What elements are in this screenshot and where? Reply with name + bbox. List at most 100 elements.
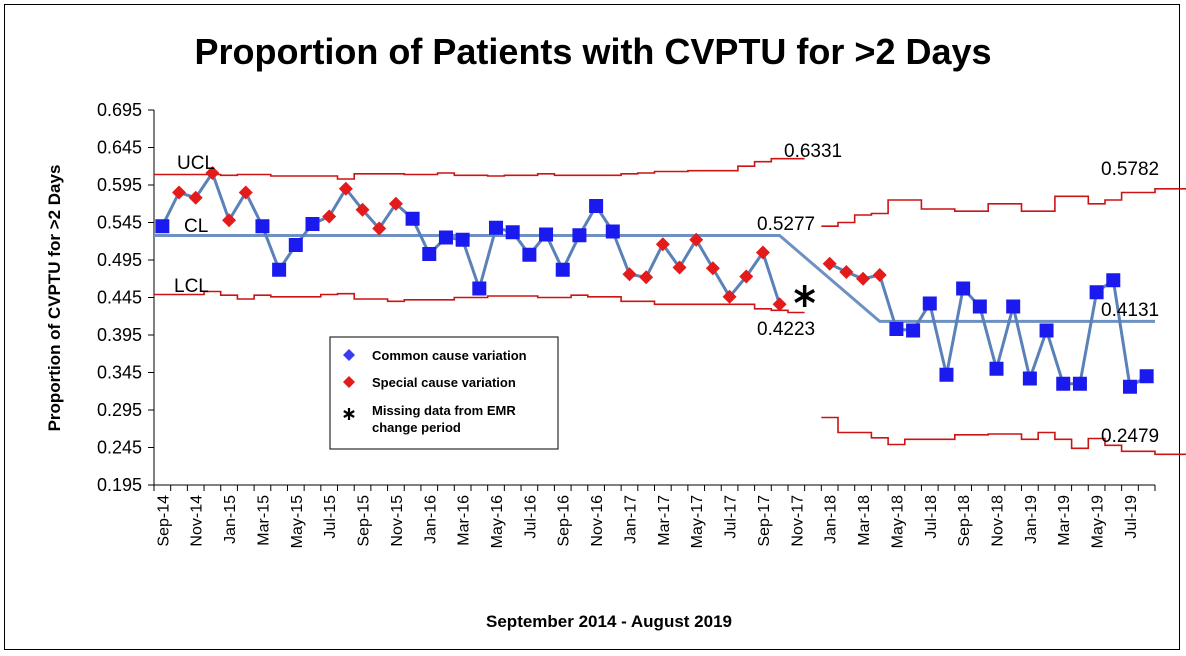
x-tick-label: Jan-18: [823, 495, 840, 544]
axes: 0.695 0.645 0.595 0.545 0.495 0.445 0.395 0.345…: [97, 100, 1156, 548]
common-cause-point: [1139, 369, 1154, 384]
common-cause-point: [489, 220, 504, 235]
special-cause-point: [672, 260, 687, 275]
common-cause-point: [906, 323, 921, 338]
x-tick-label: May-17: [689, 495, 706, 548]
cl-period1-value: 0.5277: [757, 214, 815, 235]
ucl-line-period1: [154, 157, 805, 180]
common-cause-point: [539, 227, 554, 242]
common-cause-point: [455, 232, 470, 247]
special-cause-point: [856, 271, 871, 286]
lcl-label: LCL: [174, 276, 209, 297]
x-tick-label: Jan-15: [222, 495, 239, 544]
common-cause-point: [939, 367, 954, 382]
x-tick-label: Jan-19: [1023, 495, 1040, 544]
common-cause-point: [472, 281, 487, 296]
center-line: [154, 234, 1155, 323]
control-limits: [154, 157, 1186, 456]
y-tick-label: 0.445: [97, 288, 142, 308]
special-cause-point: [238, 185, 253, 200]
common-cause-point: [155, 219, 170, 234]
common-cause-point: [1089, 285, 1104, 300]
special-cause-point: [705, 261, 720, 276]
legend-common-label: Common cause variation: [372, 348, 527, 363]
y-tick-label: 0.645: [97, 138, 142, 158]
legend-missing-line2: change period: [372, 420, 461, 435]
special-cause-point: [839, 265, 854, 279]
y-tick-label: 0.595: [97, 175, 142, 195]
common-cause-point: [1022, 371, 1037, 386]
legend-box: [329, 336, 559, 450]
lcl-period1-value: 0.4223: [757, 319, 815, 340]
legend-asterisk-marker: [343, 408, 355, 420]
legend-special-label: Special cause variation: [372, 375, 516, 390]
x-tick-label: May-19: [1090, 495, 1107, 548]
common-cause-point: [1006, 299, 1021, 314]
legend-special-marker: [343, 376, 355, 388]
y-tick-label: 0.195: [97, 475, 142, 495]
common-cause-point: [405, 211, 420, 226]
legend-missing-label: Missing data from EMR change period: [372, 403, 516, 435]
common-cause-point: [1106, 273, 1121, 288]
x-tick-label: Jan-16: [422, 495, 439, 544]
special-cause-point: [822, 256, 837, 271]
common-cause-point: [956, 281, 971, 296]
x-tick-label: Nov-15: [389, 495, 406, 547]
common-cause-point: [1072, 376, 1087, 391]
special-cause-point: [755, 245, 770, 260]
common-cause-point: [272, 262, 287, 277]
y-tick-label: 0.495: [97, 250, 142, 270]
x-tick-label: Mar-15: [255, 495, 272, 546]
common-cause-point: [605, 224, 620, 239]
x-tick-label: May-16: [489, 495, 506, 548]
lcl-period2-value: 0.2479: [1101, 426, 1159, 447]
x-tick-label: Jul-16: [522, 495, 539, 539]
special-cause-point: [322, 209, 337, 224]
common-cause-point: [889, 322, 904, 336]
common-cause-point: [589, 199, 604, 213]
series-line: [160, 171, 1148, 389]
ucl-period2-value: 0.5782: [1101, 159, 1159, 180]
special-cause-point: [872, 268, 887, 282]
special-cause-point: [655, 237, 670, 252]
x-tick-label: Nov-17: [789, 495, 806, 547]
ucl-label: UCL: [177, 153, 215, 174]
x-tick-label: Jul-18: [923, 495, 940, 539]
x-tick-label: Sep-16: [556, 495, 573, 547]
x-tick-label: Nov-14: [189, 495, 206, 547]
common-cause-point: [555, 262, 570, 277]
common-cause-point: [1122, 379, 1137, 394]
x-tick-label: Nov-16: [589, 495, 606, 547]
y-tick-label: 0.695: [97, 100, 142, 120]
special-cause-point: [205, 166, 220, 180]
common-cause-point: [255, 219, 270, 234]
x-tick-label: Mar-19: [1056, 495, 1073, 546]
legend-common-marker: [343, 349, 355, 361]
special-cause-point: [222, 213, 237, 228]
x-tick-label: Mar-18: [856, 495, 873, 546]
x-tick-label: May-18: [889, 495, 906, 548]
special-cause-point: [772, 297, 787, 312]
x-tick-label: Sep-15: [356, 495, 373, 547]
special-cause-point: [172, 185, 187, 200]
y-tick-label: 0.295: [97, 400, 142, 420]
x-tick-label: Mar-16: [456, 495, 473, 546]
x-tick-label: Jan-17: [623, 495, 640, 544]
cl-period2-value: 0.4131: [1101, 300, 1159, 321]
y-tick-label: 0.345: [97, 363, 142, 383]
x-tick-label: Mar-17: [656, 495, 673, 546]
special-cause-point: [388, 196, 403, 211]
missing-data-asterisk: [794, 285, 816, 307]
lcl-line-period1: [154, 290, 805, 314]
x-tick-label: Sep-17: [756, 495, 773, 547]
legend: Common cause variation Special cause vari…: [329, 336, 559, 450]
cl-label: CL: [184, 216, 208, 237]
x-tick-label: Jul-15: [322, 495, 339, 539]
center-line-path: [154, 234, 1155, 323]
common-cause-point: [505, 225, 520, 240]
special-cause-point: [722, 289, 737, 304]
common-cause-point: [305, 217, 320, 231]
common-cause-point: [922, 296, 937, 311]
x-tick-label: Sep-14: [155, 495, 172, 547]
common-cause-point: [1039, 323, 1054, 338]
